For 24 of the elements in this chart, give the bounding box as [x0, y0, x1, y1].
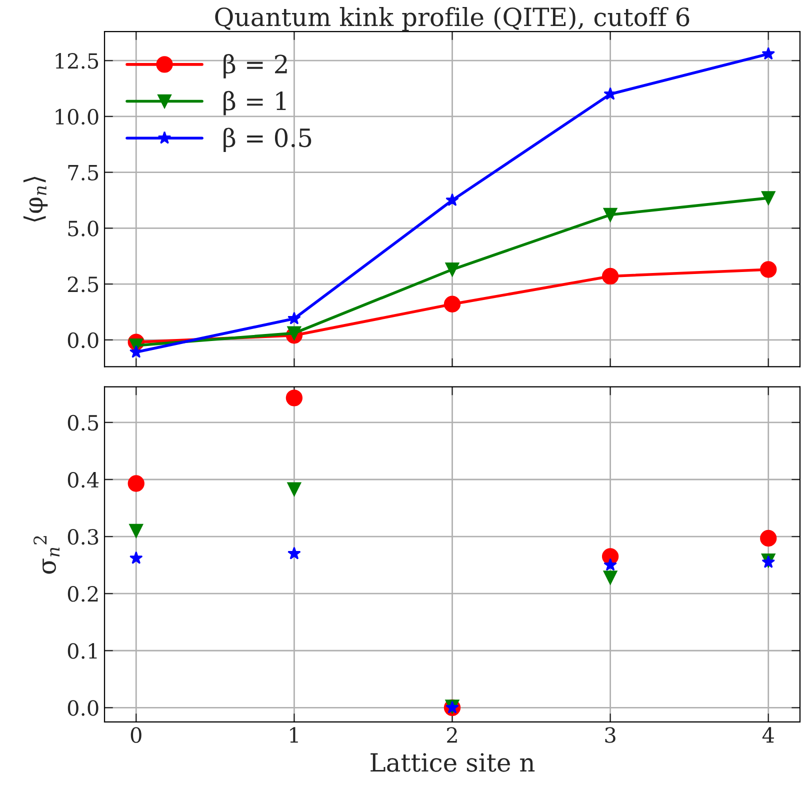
y-tick-label: 7.5 — [68, 165, 98, 181]
y-tick-label: 0.2 — [68, 586, 98, 602]
legend-label: β = 1 — [224, 90, 286, 116]
y-tick-label: 5.0 — [68, 220, 98, 236]
y-tick-label: 0.0 — [68, 332, 98, 348]
y-tick-label: 2.5 — [68, 276, 98, 292]
chart-title: Quantum kink profile (QITE), cutoff 6 — [215, 7, 690, 32]
y-tick-label: 0.3 — [68, 528, 98, 545]
legend-label: β = 2 — [224, 54, 287, 78]
y-tick-label: 0.5 — [68, 414, 98, 431]
y-tick-label: 0.4 — [68, 472, 99, 488]
x-axis-title: Lattice site n — [370, 753, 535, 772]
y-tick-label: 0.0 — [68, 700, 98, 716]
y-tick-label: 0.1 — [68, 643, 97, 659]
x-tick-label: 0 — [130, 727, 142, 743]
x-tick-label: 4 — [762, 727, 774, 743]
legend-label: β = 0.5 — [224, 128, 312, 152]
x-tick-label: 2 — [447, 727, 457, 743]
y-tick-label: 10.0 — [56, 108, 98, 125]
x-tick-label: 1 — [290, 727, 298, 743]
y-axis-title: ⟨φ$_{n}$⟩ — [23, 176, 48, 222]
x-tick-label: 3 — [605, 727, 616, 743]
y-tick-label: 12.5 — [56, 53, 98, 69]
y-axis-title: σ$_{n}$$^{2}$ — [34, 536, 60, 574]
